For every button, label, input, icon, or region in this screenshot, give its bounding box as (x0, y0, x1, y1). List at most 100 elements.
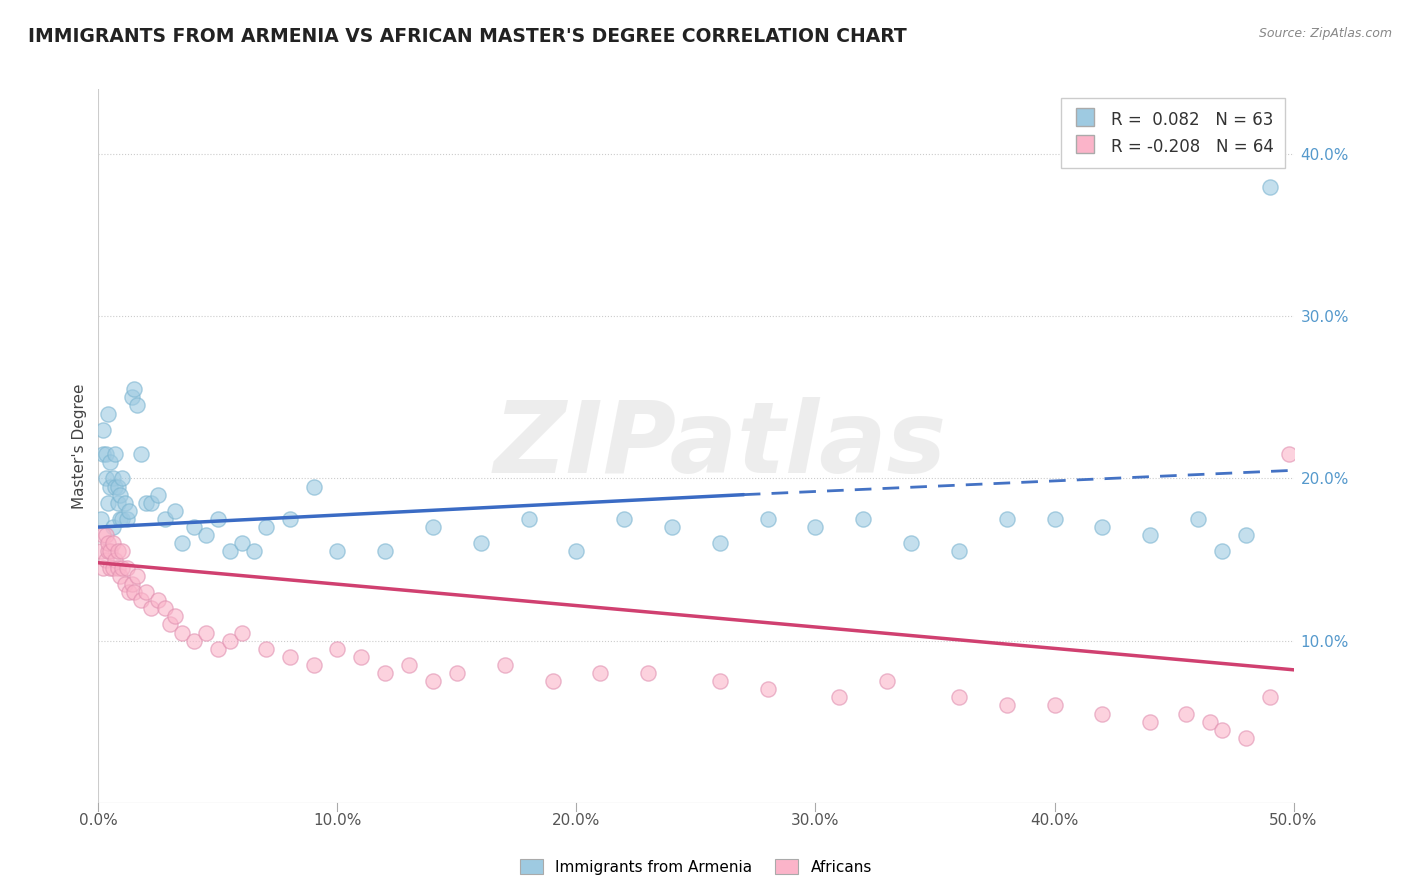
Point (163, 609, 186, 624)
Point (254, 520, 277, 534)
Point (98, 479, 122, 493)
Point (494, 657, 516, 672)
Point (302, 479, 325, 493)
Point (1258, 690, 1281, 705)
Point (254, 641, 277, 656)
Point (118, 585, 141, 599)
Point (207, 512, 229, 526)
Point (108, 512, 131, 526)
Point (98, 455, 122, 469)
Point (661, 520, 683, 534)
Point (231, 625, 253, 640)
Text: ZIPatlas: ZIPatlas (494, 398, 946, 494)
Point (91, 447, 114, 461)
Point (1091, 520, 1114, 534)
Point (94, 528, 117, 542)
Point (350, 649, 373, 664)
Point (108, 488, 131, 502)
Point (1258, 179, 1281, 194)
Point (876, 674, 898, 689)
Point (111, 471, 134, 485)
Point (97, 544, 120, 558)
Point (1139, 528, 1161, 542)
Point (94, 471, 117, 485)
Point (1198, 714, 1220, 729)
Point (125, 568, 148, 582)
Point (94, 447, 117, 461)
Point (111, 560, 134, 574)
Point (114, 577, 136, 591)
Point (101, 560, 124, 574)
Text: IMMIGRANTS FROM ARMENIA VS AFRICAN MASTER'S DEGREE CORRELATION CHART: IMMIGRANTS FROM ARMENIA VS AFRICAN MASTE… (28, 27, 907, 45)
Point (709, 536, 731, 550)
Point (107, 496, 129, 510)
Point (104, 479, 127, 493)
Point (131, 447, 153, 461)
Legend: Immigrants from Armenia, Africans: Immigrants from Armenia, Africans (515, 853, 877, 880)
Point (278, 649, 301, 664)
Point (1043, 512, 1066, 526)
Point (172, 536, 194, 550)
Point (194, 625, 218, 640)
Point (97, 496, 120, 510)
Point (121, 390, 143, 404)
Point (828, 690, 851, 705)
Point (446, 666, 468, 681)
Point (131, 593, 153, 607)
Point (804, 520, 827, 534)
Point (98, 544, 122, 558)
Point (1211, 544, 1233, 558)
Point (98, 560, 122, 574)
Point (121, 577, 143, 591)
Point (107, 560, 129, 574)
Point (107, 479, 129, 493)
Point (207, 641, 229, 656)
Point (90, 512, 112, 526)
Point (183, 633, 205, 648)
Point (94, 552, 117, 566)
Point (1234, 731, 1257, 745)
Point (756, 512, 779, 526)
Point (183, 520, 205, 534)
Point (219, 544, 242, 558)
Point (101, 520, 124, 534)
Point (398, 657, 420, 672)
Point (948, 690, 970, 705)
Point (589, 666, 612, 681)
Point (172, 625, 194, 640)
Point (326, 544, 349, 558)
Point (231, 536, 253, 550)
Point (111, 544, 134, 558)
Point (1211, 723, 1233, 737)
Point (155, 601, 177, 615)
Point (541, 674, 564, 689)
Point (374, 666, 396, 681)
Point (97, 536, 120, 550)
Point (422, 674, 444, 689)
Point (1187, 512, 1209, 526)
Point (108, 568, 131, 582)
Point (107, 544, 129, 558)
Point (637, 666, 659, 681)
Point (135, 585, 157, 599)
Point (1175, 706, 1198, 721)
Point (194, 528, 218, 542)
Point (565, 544, 588, 558)
Point (90, 544, 112, 558)
Point (148, 593, 170, 607)
Point (101, 536, 124, 550)
Point (1139, 714, 1161, 729)
Point (91, 528, 114, 542)
Point (470, 536, 492, 550)
Point (148, 488, 170, 502)
Point (139, 496, 162, 510)
Y-axis label: Master's Degree: Master's Degree (72, 384, 87, 508)
Point (135, 496, 157, 510)
Point (613, 512, 636, 526)
Point (422, 520, 444, 534)
Point (326, 641, 349, 656)
Point (517, 512, 540, 526)
Point (1278, 447, 1301, 461)
Point (115, 560, 138, 574)
Point (101, 471, 124, 485)
